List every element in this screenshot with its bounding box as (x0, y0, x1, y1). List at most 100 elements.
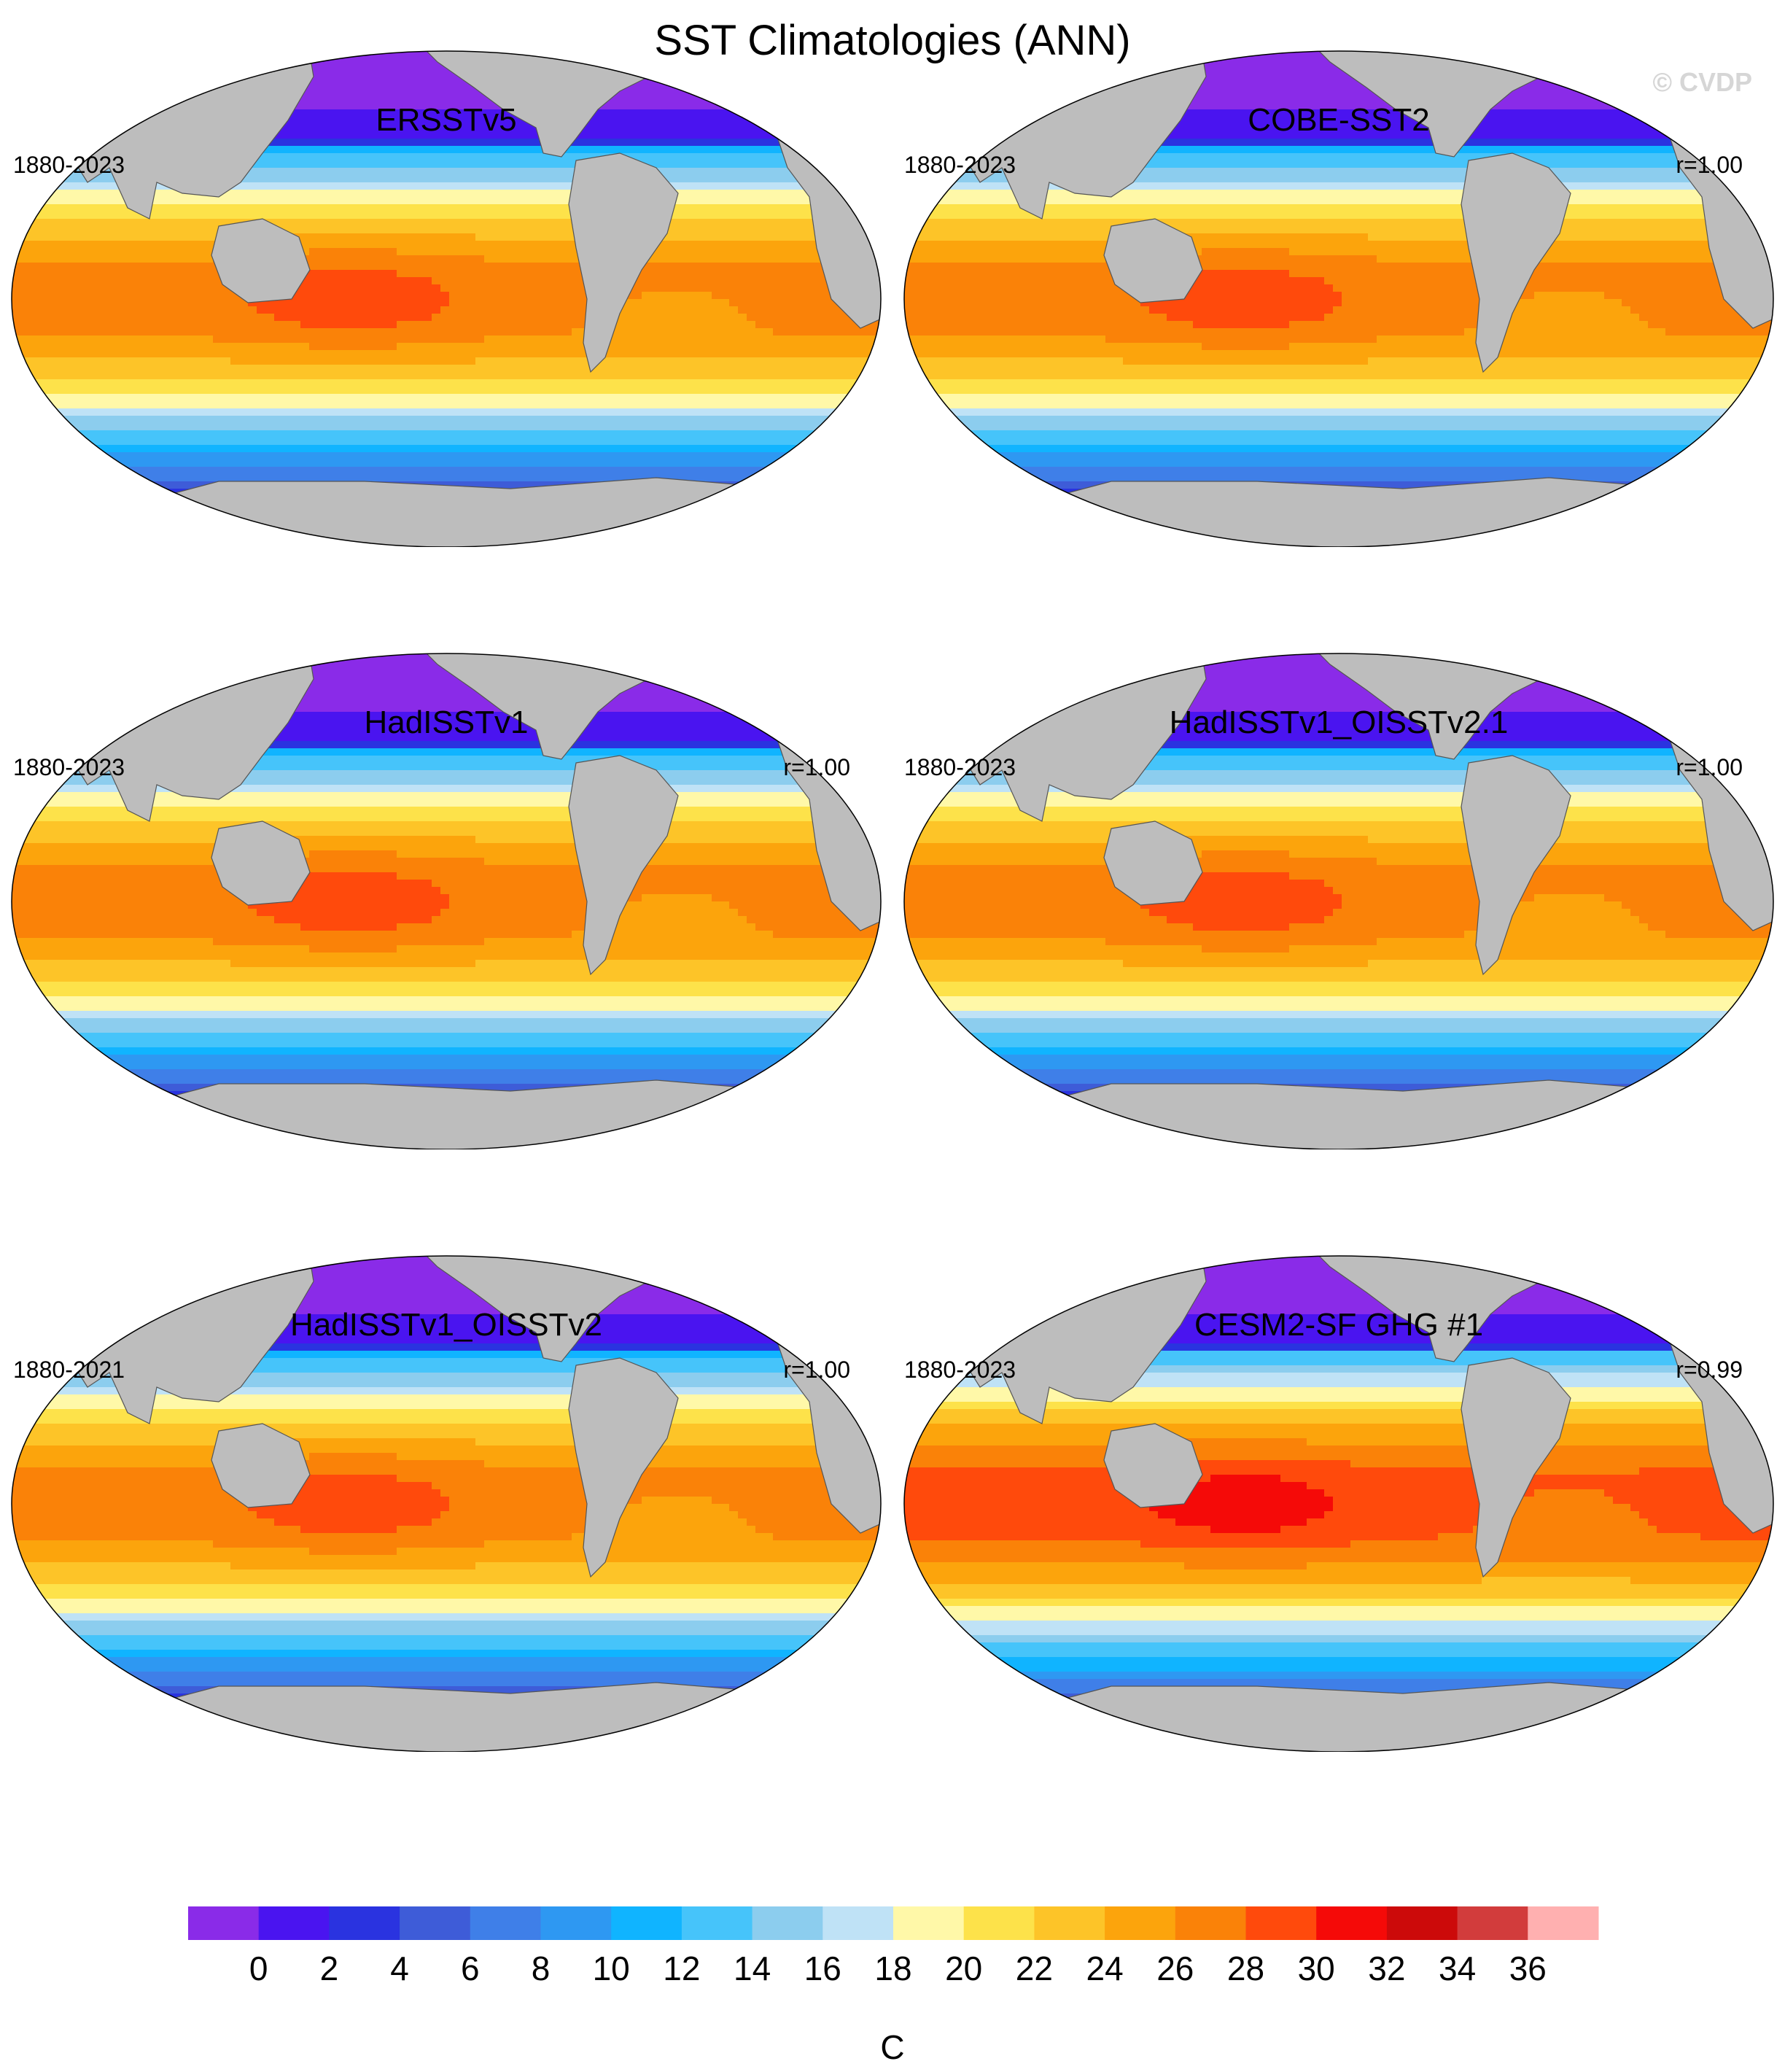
sst-cell (47, 372, 56, 380)
sst-cell (493, 270, 502, 278)
sst-cell (160, 80, 170, 88)
sst-cell (764, 241, 774, 249)
sst-cell (449, 372, 459, 380)
sst-cell (222, 219, 231, 227)
sst-cell (309, 387, 319, 395)
sst-cell (335, 182, 345, 190)
sst-cell (239, 357, 249, 365)
sst-cell (195, 212, 205, 220)
sst-cell (300, 248, 310, 256)
sst-cell (362, 357, 371, 365)
sst-cell (265, 379, 275, 387)
sst-cell (134, 241, 144, 249)
sst-cell (379, 204, 389, 212)
sst-cell (178, 357, 187, 365)
sst-cell (668, 175, 677, 183)
sst-cell (38, 357, 47, 365)
sst-cell (738, 212, 747, 220)
sst-cell (563, 270, 572, 278)
sst-cell (117, 394, 126, 402)
sst-cell (388, 255, 397, 263)
sst-cell (160, 66, 170, 74)
sst-cell (274, 219, 284, 227)
sst-cell (82, 408, 91, 416)
sst-cell (624, 146, 634, 154)
sst-cell (703, 270, 712, 278)
sst-cell (230, 328, 240, 336)
sst-cell (309, 372, 319, 380)
sst-cell (790, 335, 800, 344)
sst-cell (703, 241, 712, 249)
sst-cell (554, 379, 564, 387)
sst-cell (720, 153, 730, 161)
sst-cell (143, 394, 152, 402)
sst-cell (47, 357, 56, 365)
sst-cell (344, 255, 354, 263)
sst-cell (388, 73, 397, 81)
sst-cell (808, 277, 817, 285)
sst-cell (309, 255, 319, 263)
sst-cell (825, 139, 835, 147)
sst-cell (458, 299, 467, 307)
sst-cell (475, 394, 485, 402)
sst-cell (799, 357, 809, 365)
sst-cell (458, 182, 467, 190)
sst-cell (134, 80, 144, 88)
sst-cell (370, 204, 380, 212)
sst-cell (47, 80, 56, 88)
sst-cell (353, 306, 362, 314)
sst-cell (309, 146, 319, 154)
sst-cell (878, 88, 881, 96)
sst-cell (843, 357, 852, 365)
sst-cell (327, 335, 336, 344)
sst-cell (817, 357, 826, 365)
sst-cell (423, 146, 432, 154)
sst-cell (117, 204, 126, 212)
sst-cell (397, 66, 406, 74)
sst-cell (650, 328, 660, 336)
sst-cell (397, 153, 406, 161)
sst-cell (82, 233, 91, 241)
sst-cell (370, 233, 380, 241)
sst-cell (502, 117, 511, 125)
sst-cell (379, 306, 389, 314)
sst-cell (292, 226, 301, 234)
sst-cell (580, 401, 590, 409)
sst-cell (747, 219, 756, 227)
sst-cell (265, 343, 275, 351)
sst-cell (379, 255, 389, 263)
sst-cell (852, 95, 861, 103)
sst-cell (843, 379, 852, 387)
sst-cell (143, 372, 152, 380)
sst-cell (47, 277, 56, 285)
sst-cell (624, 401, 634, 409)
sst-cell (563, 321, 572, 329)
sst-cell (108, 219, 117, 227)
sst-cell (47, 233, 56, 241)
sst-cell (213, 73, 222, 81)
sst-cell (318, 299, 327, 307)
sst-cell (309, 328, 319, 336)
sst-cell (169, 343, 179, 351)
sst-cell (563, 372, 572, 380)
sst-cell (519, 139, 529, 147)
sst-cell (764, 139, 774, 147)
sst-cell (222, 299, 231, 307)
sst-cell (825, 387, 835, 395)
sst-cell (405, 241, 415, 249)
sst-cell (852, 350, 861, 358)
sst-cell (318, 124, 327, 132)
sst-cell (528, 182, 537, 190)
sst-cell (38, 248, 47, 256)
sst-cell (309, 139, 319, 147)
sst-cell (248, 408, 257, 416)
sst-cell (825, 335, 835, 344)
sst-cell (90, 80, 100, 88)
sst-cell (510, 175, 520, 183)
sst-cell (502, 124, 511, 132)
sst-cell (458, 226, 467, 234)
sst-cell (187, 306, 196, 314)
sst-cell (712, 204, 721, 212)
sst-cell (204, 277, 214, 285)
sst-cell (187, 73, 196, 81)
